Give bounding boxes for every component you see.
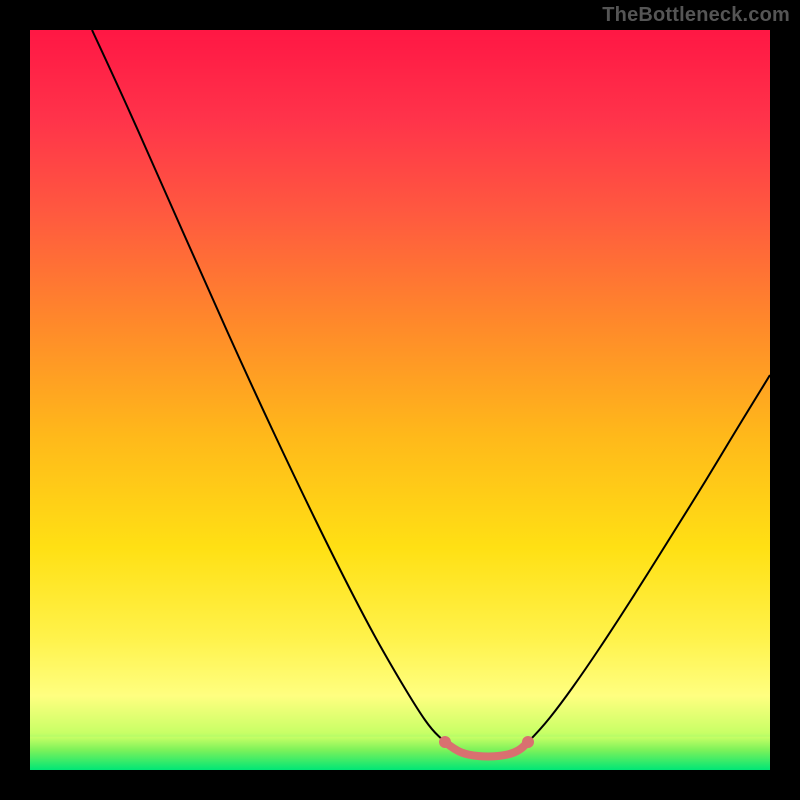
gradient-background <box>30 30 770 770</box>
watermark-label: TheBottleneck.com <box>602 4 790 27</box>
bottleneck-curve-chart <box>30 30 770 770</box>
curve-highlight-right-dot <box>522 736 534 748</box>
curve-highlight-left-dot <box>439 736 451 748</box>
chart-frame: TheBottleneck.com <box>0 0 800 800</box>
plot-area <box>30 30 770 770</box>
bottom-green-band <box>30 737 770 770</box>
